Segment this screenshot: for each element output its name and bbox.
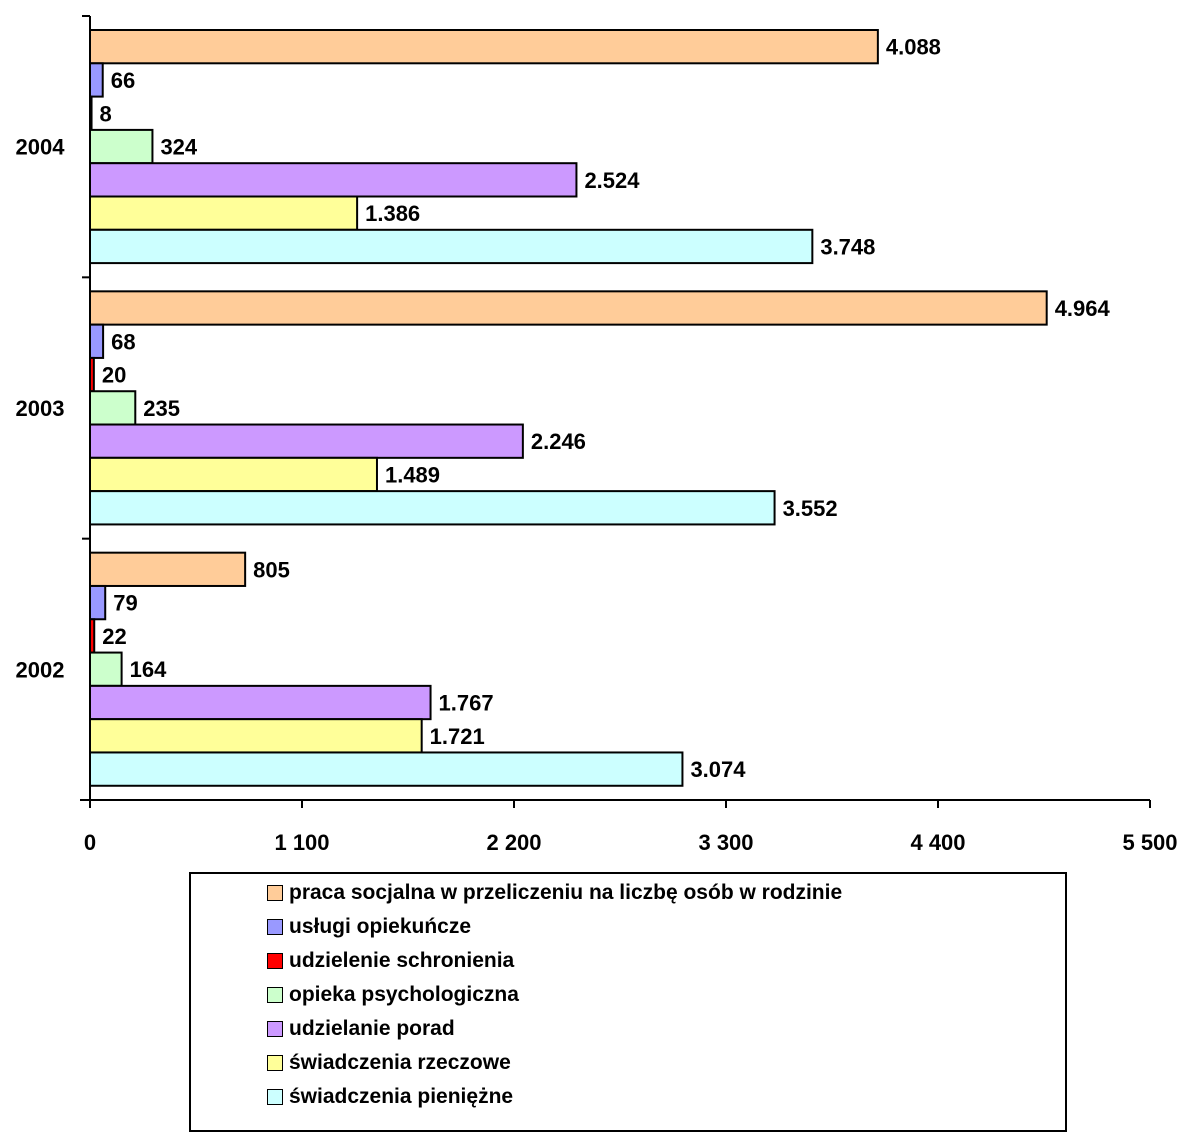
bar-2003-3	[89, 390, 137, 426]
bar-2004-1	[89, 62, 104, 98]
data-label-2003-3: 235	[143, 396, 180, 421]
bar-2004-4	[89, 162, 578, 198]
legend-label: świadczenia pieniężne	[289, 1085, 514, 1108]
x-tick-label: 1 100	[274, 830, 329, 855]
legend-swatch	[267, 1021, 283, 1037]
bar-2002-3	[89, 651, 123, 687]
bar-2003-4	[89, 423, 524, 459]
data-label-2002-6: 3.074	[690, 757, 746, 782]
data-label-2004-0: 4.088	[886, 35, 941, 60]
data-label-2003-5: 1.489	[385, 462, 440, 487]
legend-label: udzielenie schronienia	[289, 949, 515, 972]
bar-2002-4	[89, 684, 432, 721]
legend-label: praca socjalna w przeliczeniu na liczbę …	[289, 881, 843, 904]
data-label-2002-1: 79	[113, 591, 137, 616]
data-label-2004-4: 2.524	[584, 168, 640, 193]
data-label-2002-3: 164	[130, 657, 167, 682]
legend-swatch	[267, 987, 283, 1003]
bar-2002-5	[89, 718, 423, 754]
data-label-2003-4: 2.246	[531, 429, 586, 454]
data-label-2004-2: 8	[100, 101, 112, 126]
category-label-2002: 2002	[16, 657, 65, 682]
data-label-2004-3: 324	[160, 135, 197, 160]
legend: praca socjalna w przeliczeniu na liczbę …	[189, 872, 1067, 1132]
bar-2002-6	[89, 751, 684, 787]
legend-label: świadczenia rzeczowe	[289, 1051, 511, 1074]
legend-swatch	[267, 1089, 283, 1105]
x-tick-label: 2 200	[486, 830, 541, 855]
x-tick-label: 0	[84, 830, 96, 855]
legend-swatch	[267, 1055, 283, 1071]
data-label-2003-0: 4.964	[1055, 296, 1111, 321]
data-label-2004-1: 66	[111, 68, 135, 93]
data-label-2003-2: 20	[102, 363, 126, 388]
bar-2003-0	[89, 290, 1048, 326]
legend-swatch	[267, 885, 283, 901]
data-label-2003-1: 68	[111, 329, 135, 354]
data-label-2003-6: 3.552	[783, 496, 838, 521]
legend-item: udzielenie schronienia	[267, 944, 514, 978]
x-tick-label: 5 500	[1122, 830, 1177, 855]
legend-swatch	[267, 953, 283, 969]
legend-swatch	[267, 919, 283, 935]
legend-label: udzielanie porad	[289, 1017, 455, 1040]
legend-item: usługi opiekuńcze	[267, 910, 471, 944]
bar-2004-3	[89, 128, 154, 165]
bar-chart: 4.088 66 8 324 2.524 1.386 3.748 2004 4.964 68 20 2…	[16, 15, 1178, 855]
bar-2004-6	[89, 228, 814, 265]
bar-2003-6	[89, 490, 776, 526]
data-label-2004-6: 3.748	[820, 234, 875, 259]
data-label-2002-0: 805	[253, 557, 290, 582]
x-tick-label: 3 300	[698, 830, 753, 855]
data-label-2002-2: 22	[102, 624, 126, 649]
legend-item: udzielanie porad	[267, 1012, 455, 1046]
category-label-2003: 2003	[16, 396, 65, 421]
data-label-2004-5: 1.386	[365, 201, 420, 226]
x-tick-label: 4 400	[910, 830, 965, 855]
legend-item: świadczenia pieniężne	[267, 1080, 513, 1114]
legend-item: opieka psychologiczna	[267, 978, 519, 1012]
bar-2003-1	[89, 323, 105, 359]
legend-label: opieka psychologiczna	[289, 983, 519, 1006]
legend-item: świadczenia rzeczowe	[267, 1046, 511, 1080]
category-label-2004: 2004	[16, 135, 66, 160]
bar-2004-5	[89, 195, 359, 231]
data-label-2002-5: 1.721	[430, 724, 485, 749]
legend-label: usługi opiekuńcze	[289, 915, 472, 938]
bar-2003-5	[89, 456, 378, 493]
data-label-2002-4: 1.767	[439, 691, 494, 716]
bar-2004-0	[89, 29, 879, 65]
bar-2002-0	[89, 551, 247, 587]
legend-item: praca socjalna w przeliczeniu na liczbę …	[267, 876, 842, 910]
bar-2002-1	[89, 584, 107, 621]
